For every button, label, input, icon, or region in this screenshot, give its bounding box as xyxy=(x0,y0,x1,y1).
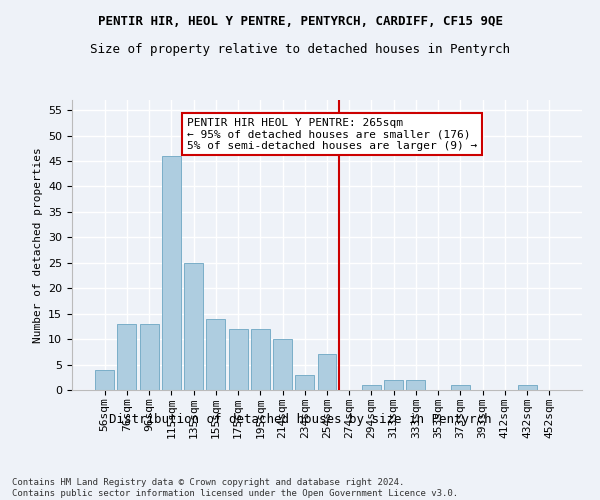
Bar xyxy=(184,263,203,390)
Bar xyxy=(317,354,337,390)
Bar xyxy=(384,380,403,390)
Text: PENTIR HIR, HEOL Y PENTRE, PENTYRCH, CARDIFF, CF15 9QE: PENTIR HIR, HEOL Y PENTRE, PENTYRCH, CAR… xyxy=(97,15,503,28)
Bar xyxy=(95,370,114,390)
Bar xyxy=(140,324,158,390)
Bar xyxy=(406,380,425,390)
Text: Distribution of detached houses by size in Pentyrch: Distribution of detached houses by size … xyxy=(109,412,491,426)
Bar xyxy=(251,329,270,390)
Bar xyxy=(273,339,292,390)
Y-axis label: Number of detached properties: Number of detached properties xyxy=(32,147,43,343)
Bar xyxy=(451,385,470,390)
Text: Contains HM Land Registry data © Crown copyright and database right 2024.
Contai: Contains HM Land Registry data © Crown c… xyxy=(12,478,458,498)
Bar xyxy=(518,385,536,390)
Bar xyxy=(362,385,381,390)
Text: Size of property relative to detached houses in Pentyrch: Size of property relative to detached ho… xyxy=(90,42,510,56)
Bar xyxy=(162,156,181,390)
Bar xyxy=(206,319,225,390)
Bar xyxy=(295,374,314,390)
Bar xyxy=(229,329,248,390)
Text: PENTIR HIR HEOL Y PENTRE: 265sqm
← 95% of detached houses are smaller (176)
5% o: PENTIR HIR HEOL Y PENTRE: 265sqm ← 95% o… xyxy=(187,118,477,151)
Bar xyxy=(118,324,136,390)
